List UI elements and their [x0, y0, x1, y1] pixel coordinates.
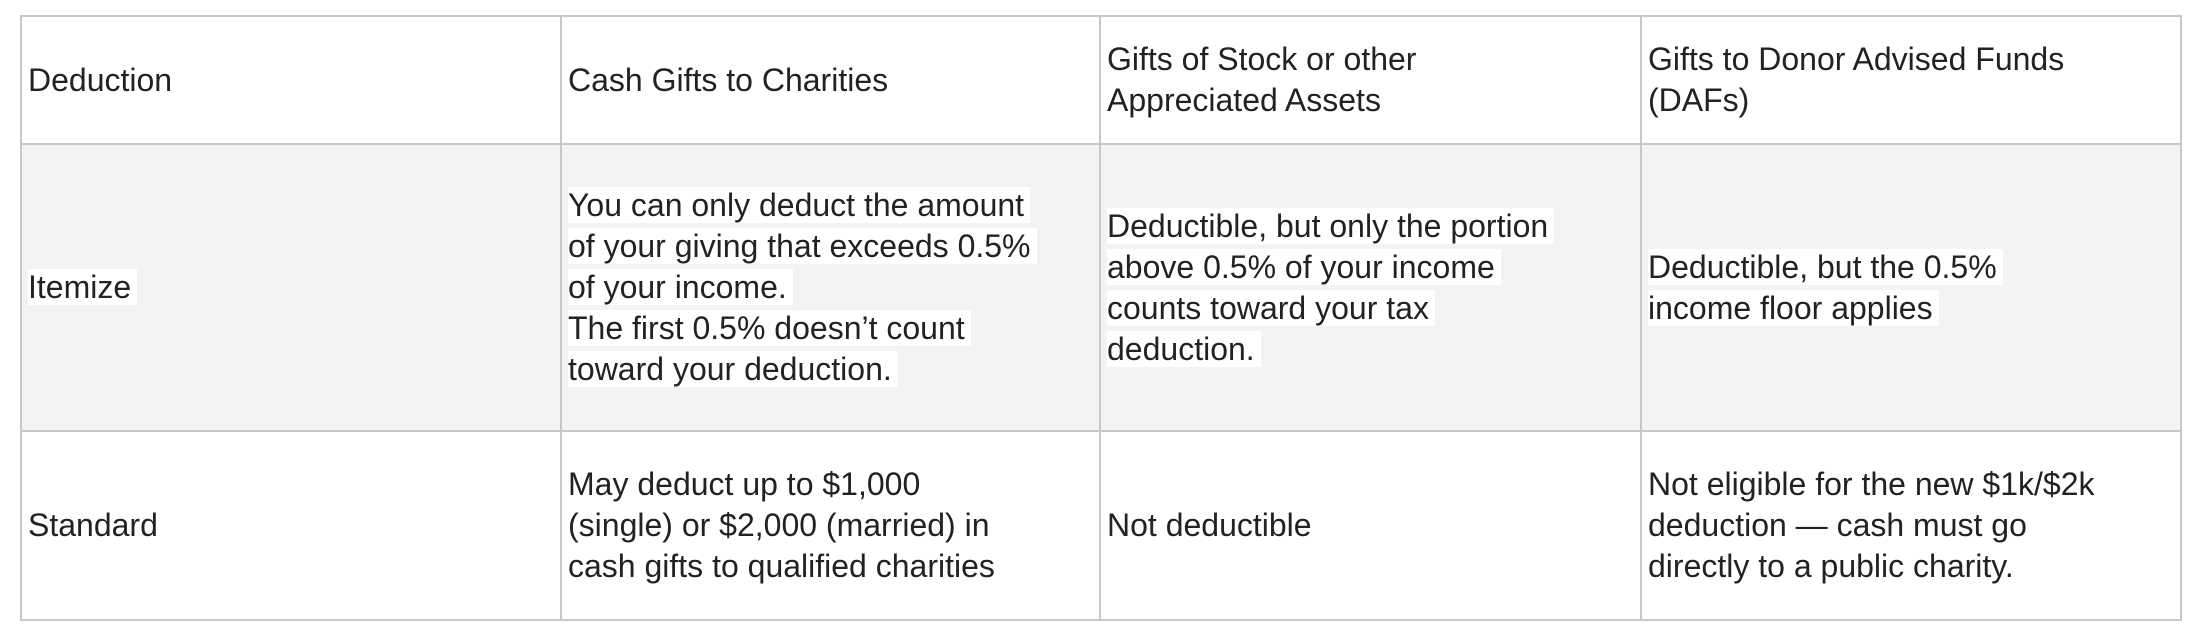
cell-text-line: (single) or $2,000 (married) in [568, 507, 990, 543]
header-daf-gifts: Gifts to Donor Advised Funds (DAFs) [1640, 15, 2182, 145]
cell-text-line: Gifts of Stock or other [1107, 41, 1417, 77]
row-label-standard: Standard [20, 430, 562, 621]
cell-text-line: Gifts to Donor Advised Funds [1648, 41, 2065, 77]
cell-text-line: Deduction [28, 61, 173, 98]
cell-text-line: Not eligible for the new $1k/$2k [1648, 466, 2095, 502]
cell-text-line: toward your deduction. [568, 351, 898, 387]
cell-text-line: above 0.5% of your income [1107, 248, 1501, 285]
table-row-standard: Standard May deduct up to $1,000 (single)… [20, 430, 2182, 621]
cell-text-line: directly to a public charity. [1648, 548, 2014, 584]
cell-standard-stock: Not deductible [1099, 430, 1642, 621]
row-label-text: Standard [28, 507, 158, 543]
cell-itemize-daf: Deductible, but the 0.5% income floor app… [1640, 143, 2182, 432]
row-label-itemize: Itemize [20, 143, 562, 432]
cell-text-line: Deductible, but the 0.5% [1648, 248, 2003, 285]
table-row-itemize: Itemize You can only deduct the amount of… [20, 143, 2182, 432]
cell-text-line: Appreciated Assets [1107, 82, 1381, 118]
cell-text-line: counts toward your tax [1107, 289, 1435, 326]
cell-text-line: (DAFs) [1648, 82, 1750, 118]
cell-text-line: Deductible, but only the portion [1107, 207, 1555, 244]
deduction-comparison-table: Deduction Cash Gifts to Charities Gifts … [20, 15, 2182, 621]
cell-text-line: Cash Gifts to Charities [568, 61, 889, 98]
cell-text-line: The first 0.5% doesn’t count [568, 310, 971, 346]
header-cash-gifts: Cash Gifts to Charities [560, 15, 1101, 145]
cell-text-line: You can only deduct the amount [568, 187, 1031, 223]
cell-text-line: of your income. [568, 269, 793, 305]
cell-standard-cash: May deduct up to $1,000 (single) or $2,00… [560, 430, 1101, 621]
cell-text-line: income floor applies [1648, 289, 1939, 326]
cell-text-line: cash gifts to qualified charities [568, 548, 995, 584]
cell-itemize-cash: You can only deduct the amount of your gi… [560, 143, 1101, 432]
header-deduction: Deduction [20, 15, 562, 145]
cell-text-line: May deduct up to $1,000 [568, 466, 921, 502]
header-row: Deduction Cash Gifts to Charities Gifts … [20, 15, 2182, 145]
cell-standard-daf: Not eligible for the new $1k/$2k deductio… [1640, 430, 2182, 621]
header-stock-gifts: Gifts of Stock or other Appreciated Asset… [1099, 15, 1642, 145]
cell-text-line: of your giving that exceeds 0.5% [568, 228, 1037, 264]
cell-text-line: Not deductible [1107, 507, 1312, 543]
cell-text-line: deduction — cash must go [1648, 507, 2027, 543]
cell-text-line: deduction. [1107, 330, 1261, 367]
cell-itemize-stock: Deductible, but only the portion above 0.… [1099, 143, 1642, 432]
row-label-text: Itemize [28, 269, 138, 305]
